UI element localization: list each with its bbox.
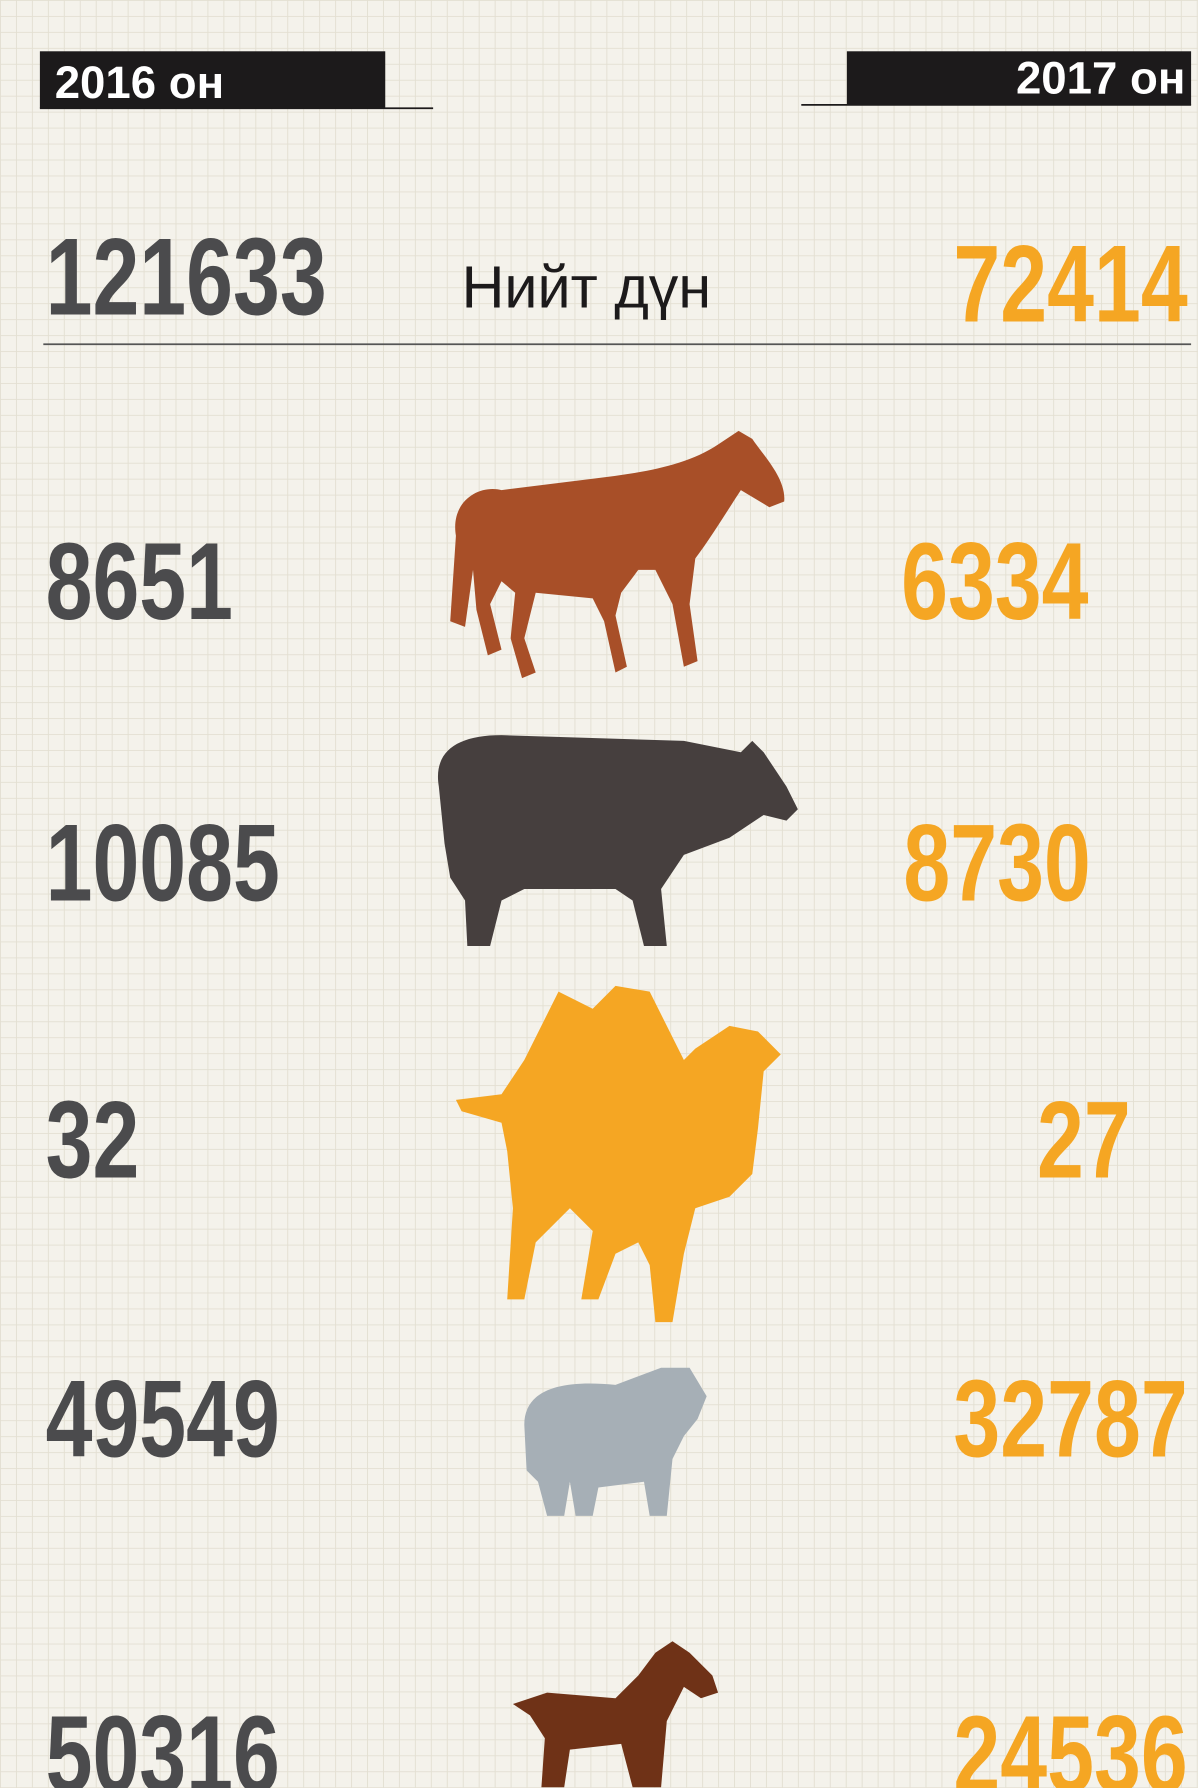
row-left-wrap: 10085 bbox=[46, 802, 280, 924]
total-right: 72414 bbox=[953, 223, 1187, 345]
row-right: 6334 bbox=[901, 520, 1088, 642]
row-left-wrap: 8651 bbox=[46, 520, 233, 642]
row-left: 49549 bbox=[46, 1358, 280, 1480]
row-left: 8651 bbox=[46, 520, 233, 642]
camel-icon bbox=[455, 985, 781, 1323]
row-right-wrap: 8730 bbox=[903, 802, 1090, 924]
horse-icon bbox=[450, 430, 785, 679]
row-left: 10085 bbox=[46, 802, 280, 924]
total-label: Нийт дүн bbox=[462, 254, 712, 321]
cow-icon bbox=[437, 735, 798, 947]
header-right-box bbox=[846, 51, 1192, 105]
rows: 8651 6334 10085 8730 32 27 49549 32787 50316 2453… bbox=[46, 520, 1188, 1788]
row-right: 24536 bbox=[953, 1693, 1187, 1788]
header-left-box bbox=[39, 51, 386, 109]
sheep-icon bbox=[524, 1367, 707, 1516]
goat-icon bbox=[512, 1641, 719, 1788]
row-right-wrap: 6334 bbox=[901, 520, 1088, 642]
header-left: 2016 он bbox=[55, 57, 224, 108]
row-left: 50316 bbox=[46, 1693, 280, 1788]
row-right: 8730 bbox=[903, 802, 1090, 924]
row-left-wrap: 50316 bbox=[46, 1693, 280, 1788]
row-left-wrap: 49549 bbox=[46, 1358, 280, 1480]
row-right-wrap: 24536 bbox=[953, 1693, 1187, 1788]
row-right: 32787 bbox=[953, 1358, 1187, 1480]
header-right: 2017 он bbox=[1016, 52, 1185, 103]
row-left: 32 bbox=[46, 1079, 140, 1201]
row-right-wrap: 27 bbox=[1037, 1079, 1131, 1201]
row-right-wrap: 32787 bbox=[953, 1358, 1187, 1480]
total-left: 121633 bbox=[46, 216, 327, 338]
row-right: 27 bbox=[1037, 1079, 1131, 1201]
row-left-wrap: 32 bbox=[46, 1079, 140, 1201]
